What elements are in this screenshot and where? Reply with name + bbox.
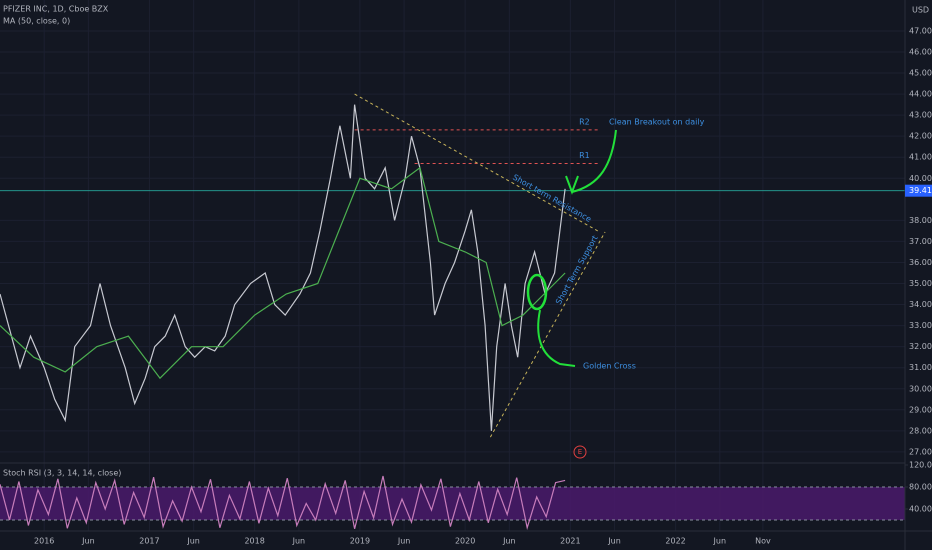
chart-title: PFIZER INC, 1D, Cboe BZX — [3, 5, 109, 14]
earnings-label: E — [578, 448, 582, 456]
y-tick-label: 35.00 — [909, 279, 932, 288]
x-tick-label: 2018 — [244, 537, 264, 546]
plot — [0, 93, 905, 531]
y-tick-label: 80.00 — [909, 483, 932, 492]
y-tick-label: 42.00 — [909, 132, 932, 141]
y-tick-label: 28.00 — [909, 426, 932, 435]
trendline — [354, 93, 598, 232]
x-tick-label: 2020 — [455, 537, 475, 546]
y-tick-label: 120.00 — [909, 461, 932, 470]
y-tick-label: 38.00 — [909, 216, 932, 225]
x-tick-label: Jun — [397, 537, 411, 546]
y-tick-label: 47.00 — [909, 26, 932, 35]
annotation: Clean Breakout on daily — [609, 118, 705, 127]
y-tick-label: 41.00 — [909, 153, 932, 162]
x-tick-label: Nov — [755, 537, 771, 546]
series-line — [0, 166, 566, 380]
series-line — [0, 104, 566, 431]
hand-line — [537, 309, 576, 367]
last-price-box — [905, 184, 932, 197]
hand-circle — [526, 273, 548, 311]
y-tick-label: 30.00 — [909, 384, 932, 393]
y-tick-label: 29.00 — [909, 405, 932, 414]
y-tick-label: 34.00 — [909, 300, 932, 309]
x-tick-label: 2021 — [560, 537, 580, 546]
earnings-icon — [573, 445, 587, 459]
indicator-label: MA (50, close, 0) — [3, 17, 70, 26]
x-tick-label: 2016 — [34, 537, 54, 546]
y-tick-label: 37.00 — [909, 237, 932, 246]
level-label: R2 — [579, 117, 590, 126]
series-line — [0, 475, 566, 531]
y-tick-label: 44.00 — [909, 90, 932, 99]
level-label: R1 — [579, 151, 590, 160]
y-tick-label: 27.00 — [909, 447, 932, 456]
indicator-label: Stoch RSI (3, 3, 14, 14, close) — [3, 469, 121, 478]
y-tick-label: 43.00 — [909, 111, 932, 120]
x-tick-label: 2022 — [665, 537, 685, 546]
x-tick-label: Jun — [292, 537, 306, 546]
hand-arrowhead — [565, 175, 579, 195]
x-tick-label: 2017 — [139, 537, 159, 546]
x-tick-label: Jun — [81, 537, 95, 546]
currency: USD — [912, 6, 929, 15]
y-tick-label: 46.00 — [909, 47, 932, 56]
x-tick-label: Jun — [607, 537, 621, 546]
last-price-label: 39.41 — [909, 186, 932, 195]
x-tick-label: Jun — [502, 537, 516, 546]
y-tick-label: 40.00 — [909, 174, 932, 183]
hand-arrow — [571, 129, 617, 193]
stoch-band — [0, 487, 905, 520]
y-tick-label: 31.00 — [909, 363, 932, 372]
grid — [0, 0, 905, 531]
x-tick-label: 2019 — [350, 537, 370, 546]
x-tick-label: Jun — [186, 537, 200, 546]
y-tick-label: 32.00 — [909, 342, 932, 351]
y-tick-label: 33.00 — [909, 321, 932, 330]
y-tick-label: 40.00 — [909, 505, 932, 514]
annotation: Golden Cross — [583, 362, 636, 371]
y-tick-label: 36.00 — [909, 258, 932, 267]
y-tick-label: 45.00 — [909, 69, 932, 78]
x-tick-label: Jun — [713, 537, 727, 546]
